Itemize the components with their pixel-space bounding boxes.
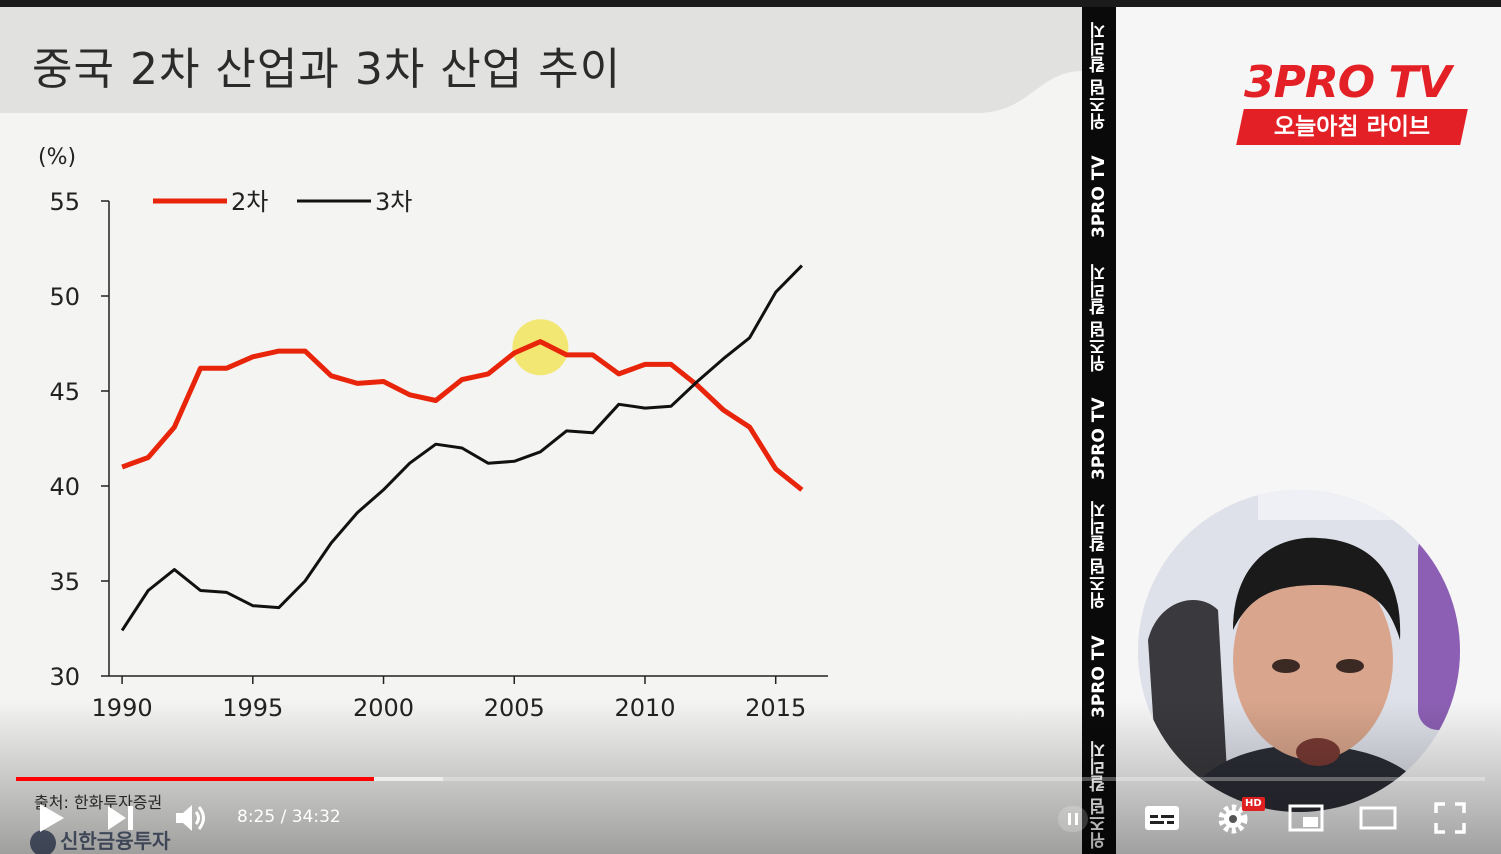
x-tick-label: 2010 (614, 694, 675, 722)
strip-item: 위즈덤 칼리지 (1089, 501, 1110, 609)
top-bar (0, 0, 1501, 7)
y-axis-label: (%) (38, 145, 76, 170)
brand-name: 3PRO TV (1244, 57, 1452, 108)
presenter-webcam (1138, 490, 1460, 812)
shinhan-logo: 신한금융투자 (30, 825, 170, 854)
theater-icon[interactable] (1358, 803, 1398, 833)
side-branding-strip: 위즈덤 칼리지 3PRO TV 위즈덤 칼리지 3PRO TV 위즈덤 칼리지 … (1082, 7, 1116, 854)
autoplay-pause-icon (1068, 813, 1078, 825)
strip-item: 위즈덤 칼리지 (1089, 22, 1110, 130)
strip-item: 3PRO TV (1089, 155, 1109, 239)
brand-program-badge: 오늘아침 라이브 (1236, 109, 1468, 145)
slide-header-band (0, 7, 1082, 113)
fullscreen-icon[interactable] (1433, 801, 1467, 835)
strip-item: 위즈덤 칼리지 (1089, 264, 1110, 372)
play-icon[interactable] (34, 800, 68, 836)
y-tick-label: 50 (49, 283, 80, 311)
legend-label: 2차 (231, 188, 268, 216)
y-tick-label: 35 (49, 568, 80, 596)
brand-logo: 3PRO TV 오늘아침 라이브 (1236, 57, 1468, 157)
x-tick-label: 2000 (353, 694, 414, 722)
x-tick-label: 2005 (484, 694, 545, 722)
y-tick-label: 40 (49, 473, 80, 501)
brand-program: 오늘아침 라이브 (1273, 114, 1431, 140)
slide-title: 중국 2차 산업과 3차 산업 추이 (32, 44, 622, 95)
y-tick-label: 45 (49, 378, 80, 406)
presenter-illustration (1138, 490, 1460, 812)
subtitles-icon[interactable] (1143, 803, 1181, 833)
shinhan-logo-mark (30, 829, 56, 854)
highlight-marker (512, 319, 569, 376)
autoplay-toggle[interactable] (1058, 806, 1088, 832)
x-tick-label: 1990 (92, 694, 153, 722)
y-tick-label: 55 (49, 188, 80, 216)
next-icon[interactable] (104, 802, 136, 834)
progress-bar[interactable] (16, 777, 1485, 781)
series-line-secondary (121, 339, 804, 492)
series-line-tertiary (120, 264, 803, 632)
hd-badge: HD (1242, 797, 1265, 811)
y-tick-label: 30 (49, 663, 80, 691)
strip-item: 위즈덤 칼리지 (1089, 741, 1110, 849)
settings-icon[interactable] (1216, 800, 1252, 836)
presentation-slide: 중국 2차 산업과 3차 산업 추이 (%) 55 50 45 40 35 30 1990… (0, 7, 1082, 854)
strip-item: 3PRO TV (1089, 635, 1109, 719)
legend-label: 3차 (375, 188, 412, 216)
miniplayer-icon[interactable] (1287, 803, 1325, 833)
progress-played (16, 777, 375, 781)
volume-icon[interactable] (174, 802, 210, 834)
strip-item: 3PRO TV (1089, 397, 1109, 481)
time-display: 8:25 / 34:32 (237, 807, 341, 827)
right-panel: 3PRO TV 오늘아침 라이브 (1116, 7, 1501, 854)
shinhan-logo-text: 신한금융투자 (60, 829, 171, 853)
line-chart: (%) 55 50 45 40 35 30 1990 1995 2000 2005 2010 201… (38, 145, 828, 722)
x-tick-label: 2015 (745, 694, 806, 722)
x-tick-label: 1995 (222, 694, 283, 722)
